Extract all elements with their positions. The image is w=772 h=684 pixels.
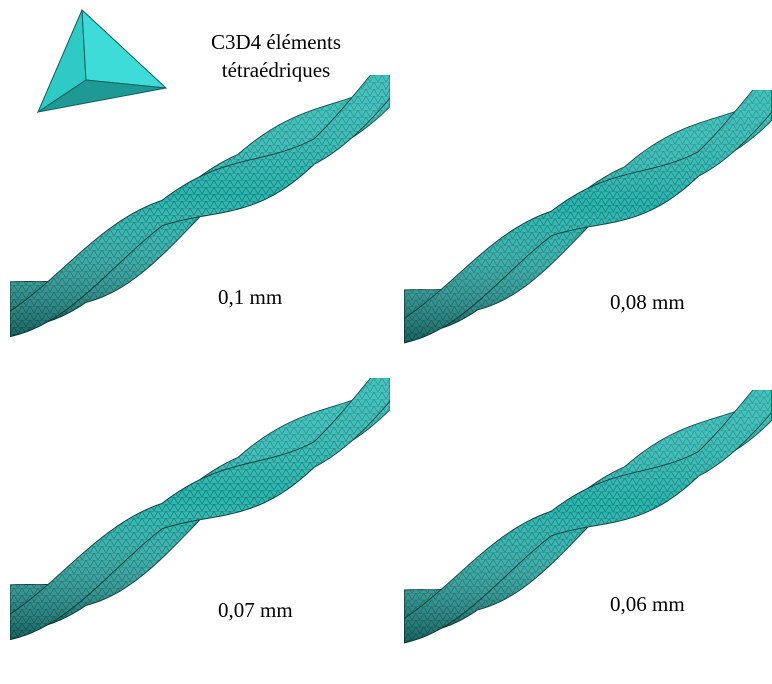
rope-strand-shading-2	[404, 90, 772, 343]
mesh-size-label-1: 0,1 mm	[218, 285, 283, 309]
tetrahedron-icon	[36, 8, 168, 114]
mesh-size-label-2: 0,08 mm	[610, 290, 685, 314]
twisted-rope-mesh	[404, 390, 772, 644]
twisted-rope-mesh	[10, 378, 390, 641]
element-legend: C3D4 éléments tétraédriques	[36, 8, 366, 118]
twisted-rope-mesh	[404, 90, 772, 344]
mesh-panel-2	[404, 90, 772, 380]
rope-strand-shading-2	[404, 390, 772, 643]
mesh-size-label-4: 0,06 mm	[610, 592, 685, 616]
legend-caption: C3D4 éléments tétraédriques	[176, 28, 376, 84]
mesh-panel-3	[10, 378, 390, 678]
twisted-rope-mesh	[10, 75, 390, 338]
mesh-panel-4	[404, 390, 772, 680]
rope-strand-shading-2	[10, 378, 390, 640]
legend-caption-line2: tétraédriques	[221, 58, 331, 82]
rope-strand-shading-2	[10, 75, 390, 337]
legend-caption-line1: C3D4 éléments	[210, 30, 342, 54]
mesh-size-label-3: 0,07 mm	[218, 598, 293, 622]
mesh-panel-1	[10, 75, 390, 375]
